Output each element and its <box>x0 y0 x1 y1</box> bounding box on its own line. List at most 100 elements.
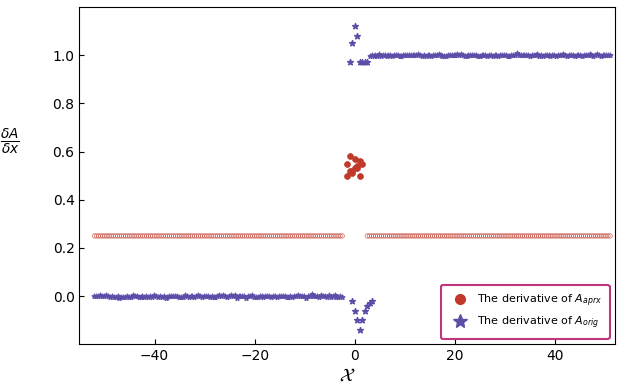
Point <box>510 52 520 58</box>
Point <box>291 293 301 299</box>
Point <box>529 233 539 239</box>
Point <box>501 233 511 239</box>
Point <box>210 233 220 239</box>
Point <box>272 294 282 300</box>
Point <box>499 233 509 239</box>
Point <box>215 292 225 298</box>
Point <box>368 233 378 239</box>
Point <box>365 53 375 59</box>
Point <box>398 52 408 58</box>
Point <box>493 53 503 59</box>
Point <box>238 293 248 299</box>
Point <box>345 153 355 160</box>
Point <box>329 233 339 239</box>
Point <box>91 293 101 299</box>
Point <box>205 294 215 300</box>
Point <box>120 294 130 300</box>
Point <box>448 233 458 239</box>
Point <box>424 233 434 239</box>
Point <box>551 53 561 59</box>
Point <box>547 53 557 59</box>
Point <box>266 294 276 300</box>
Point <box>224 293 234 299</box>
Point <box>269 233 279 239</box>
Point <box>257 293 267 299</box>
Point <box>352 33 362 39</box>
Point <box>600 51 610 58</box>
Point <box>564 233 574 239</box>
Point <box>355 59 364 65</box>
Point <box>462 233 472 239</box>
Point <box>320 233 330 239</box>
Point <box>193 233 203 239</box>
Point <box>583 53 593 59</box>
Point <box>485 233 494 239</box>
Point <box>330 292 340 298</box>
Point <box>131 233 141 239</box>
Point <box>598 52 608 58</box>
Point <box>314 233 324 239</box>
Point <box>425 233 435 239</box>
Point <box>548 233 558 239</box>
Point <box>405 233 415 239</box>
Point <box>407 233 417 239</box>
Point <box>335 233 345 239</box>
Point <box>413 233 423 239</box>
Point <box>521 233 531 239</box>
Point <box>125 233 135 239</box>
Point <box>509 233 519 239</box>
Point <box>427 233 437 239</box>
Point <box>430 52 440 58</box>
Point <box>159 293 169 299</box>
Point <box>350 156 360 162</box>
Point <box>585 233 595 239</box>
Point <box>203 292 213 299</box>
Point <box>272 233 282 239</box>
Point <box>142 233 152 239</box>
Point <box>352 317 362 323</box>
Point <box>572 52 582 58</box>
Point <box>468 233 478 239</box>
Point <box>347 168 357 174</box>
Point <box>183 233 193 239</box>
Point <box>317 233 327 239</box>
Point <box>569 233 578 239</box>
Point <box>97 293 107 299</box>
Point <box>243 293 253 299</box>
Point <box>450 233 460 239</box>
Point <box>247 292 257 298</box>
Point <box>323 233 333 239</box>
Point <box>360 308 369 314</box>
Point <box>145 293 155 299</box>
Point <box>596 53 606 59</box>
Point <box>605 52 615 58</box>
Point <box>534 53 544 59</box>
Point <box>185 293 195 299</box>
Point <box>114 233 124 239</box>
Point <box>568 52 578 58</box>
Point <box>292 233 302 239</box>
Point <box>167 233 177 239</box>
Point <box>192 293 202 299</box>
Point <box>366 52 376 58</box>
Point <box>190 233 200 239</box>
Point <box>549 52 559 58</box>
Point <box>236 293 246 299</box>
Point <box>519 233 529 239</box>
Point <box>484 52 494 58</box>
Point <box>132 293 142 299</box>
Point <box>511 233 521 239</box>
Point <box>310 233 320 239</box>
Point <box>128 292 138 298</box>
Point <box>233 233 243 239</box>
Point <box>487 233 497 239</box>
Point <box>506 52 516 58</box>
Point <box>93 292 103 299</box>
Point <box>264 292 274 299</box>
Point <box>350 23 360 29</box>
Point <box>245 293 255 299</box>
Point <box>411 53 421 59</box>
Point <box>422 233 432 239</box>
Point <box>478 52 488 58</box>
Point <box>370 52 380 58</box>
